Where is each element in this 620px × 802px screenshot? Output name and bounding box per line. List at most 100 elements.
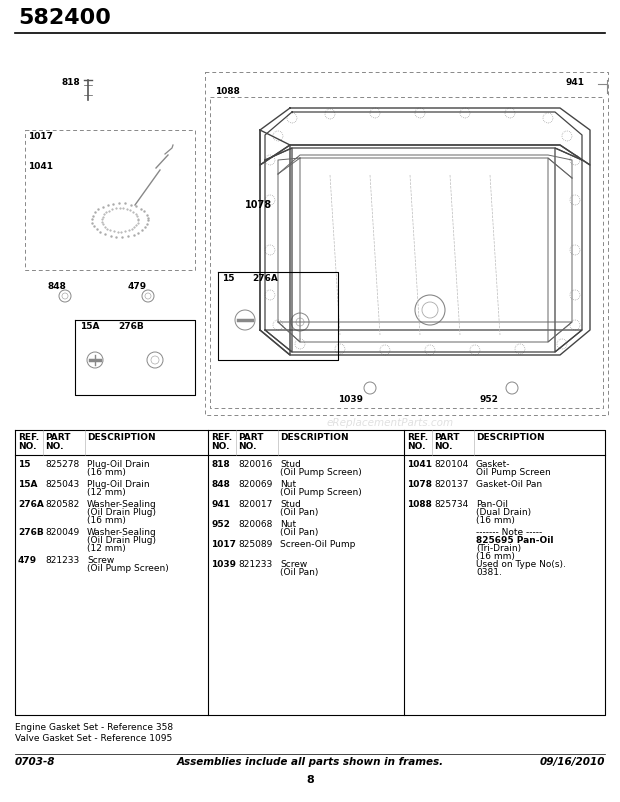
Text: 818: 818 (211, 460, 230, 469)
Text: 1039: 1039 (338, 395, 363, 404)
Text: 848: 848 (48, 282, 67, 291)
Text: DESCRIPTION: DESCRIPTION (87, 433, 156, 442)
Text: 941: 941 (211, 500, 230, 509)
Text: PART: PART (238, 433, 264, 442)
Text: 1017: 1017 (211, 540, 236, 549)
Text: (16 mm): (16 mm) (476, 516, 515, 525)
Text: 276B: 276B (18, 528, 44, 537)
Text: 1078: 1078 (407, 480, 432, 489)
Text: (Oil Pan): (Oil Pan) (280, 508, 319, 517)
Text: 820104: 820104 (434, 460, 468, 469)
Text: 821233: 821233 (238, 560, 272, 569)
Text: 15: 15 (18, 460, 30, 469)
Text: eReplacementParts.com: eReplacementParts.com (327, 418, 454, 428)
Text: REF.: REF. (211, 433, 232, 442)
Text: 582400: 582400 (18, 8, 111, 28)
Text: Gasket-: Gasket- (476, 460, 510, 469)
Text: (Oil Pump Screen): (Oil Pump Screen) (280, 488, 361, 497)
Text: 825043: 825043 (45, 480, 79, 489)
Text: 1088: 1088 (407, 500, 432, 509)
Text: NO.: NO. (434, 442, 453, 451)
Text: (16 mm): (16 mm) (87, 516, 126, 525)
Text: Oil Pump Screen: Oil Pump Screen (476, 468, 551, 477)
Text: 825278: 825278 (45, 460, 79, 469)
Text: REF.: REF. (407, 433, 428, 442)
Text: DESCRIPTION: DESCRIPTION (280, 433, 348, 442)
Text: (12 mm): (12 mm) (87, 544, 126, 553)
Text: 15A: 15A (80, 322, 99, 331)
Text: 941: 941 (566, 78, 585, 87)
Text: 479: 479 (18, 556, 37, 565)
Text: 0381.: 0381. (476, 568, 502, 577)
Text: 15A: 15A (18, 480, 37, 489)
Text: 820016: 820016 (238, 460, 272, 469)
Text: NO.: NO. (238, 442, 257, 451)
Text: PART: PART (45, 433, 71, 442)
Text: 1078: 1078 (245, 200, 272, 210)
Text: Assemblies include all parts shown in frames.: Assemblies include all parts shown in fr… (177, 757, 443, 767)
Text: PART: PART (434, 433, 459, 442)
Text: Gasket-Oil Pan: Gasket-Oil Pan (476, 480, 542, 489)
Text: ------- Note -----: ------- Note ----- (476, 528, 542, 537)
Text: 825695 Pan-Oil: 825695 Pan-Oil (476, 536, 554, 545)
Text: 276A: 276A (18, 500, 44, 509)
Text: 820582: 820582 (45, 500, 79, 509)
Text: (12 mm): (12 mm) (87, 488, 126, 497)
Text: NO.: NO. (18, 442, 37, 451)
Text: 820137: 820137 (434, 480, 468, 489)
Text: NO.: NO. (407, 442, 425, 451)
Text: REF.: REF. (18, 433, 39, 442)
Text: 0703-8: 0703-8 (15, 757, 56, 767)
Text: Plug-Oil Drain: Plug-Oil Drain (87, 480, 149, 489)
Text: Nut: Nut (280, 480, 296, 489)
Text: 15: 15 (222, 274, 234, 283)
Text: (Tri-Drain): (Tri-Drain) (476, 544, 521, 553)
Text: 1041: 1041 (28, 162, 53, 171)
Text: (Oil Drain Plug): (Oil Drain Plug) (87, 536, 156, 545)
Text: 09/16/2010: 09/16/2010 (539, 757, 605, 767)
Text: Washer-Sealing: Washer-Sealing (87, 528, 157, 537)
Text: 820017: 820017 (238, 500, 272, 509)
Text: 820049: 820049 (45, 528, 79, 537)
Text: 820069: 820069 (238, 480, 272, 489)
Text: Pan-Oil: Pan-Oil (476, 500, 508, 509)
Text: (Oil Drain Plug): (Oil Drain Plug) (87, 508, 156, 517)
Text: Used on Type No(s).: Used on Type No(s). (476, 560, 566, 569)
Text: Screw: Screw (87, 556, 114, 565)
Text: 479: 479 (128, 282, 147, 291)
Text: Stud: Stud (280, 460, 301, 469)
Text: 818: 818 (62, 78, 81, 87)
Text: 952: 952 (480, 395, 499, 404)
Text: NO.: NO. (45, 442, 63, 451)
Text: 825089: 825089 (238, 540, 272, 549)
Text: 1017: 1017 (28, 132, 53, 141)
Text: 848: 848 (211, 480, 230, 489)
Text: (16 mm): (16 mm) (476, 552, 515, 561)
Text: 952: 952 (211, 520, 230, 529)
Text: 825734: 825734 (434, 500, 468, 509)
Text: Screen-Oil Pump: Screen-Oil Pump (280, 540, 355, 549)
Text: 1088: 1088 (215, 87, 240, 96)
Text: (Oil Pan): (Oil Pan) (280, 568, 319, 577)
Text: 821233: 821233 (45, 556, 79, 565)
Text: Nut: Nut (280, 520, 296, 529)
Text: 276B: 276B (118, 322, 144, 331)
Text: (Oil Pan): (Oil Pan) (280, 528, 319, 537)
Text: 1041: 1041 (407, 460, 432, 469)
Text: Valve Gasket Set - Reference 1095: Valve Gasket Set - Reference 1095 (15, 734, 172, 743)
Text: NO.: NO. (211, 442, 229, 451)
Text: (Dual Drain): (Dual Drain) (476, 508, 531, 517)
Text: (Oil Pump Screen): (Oil Pump Screen) (280, 468, 361, 477)
Text: Plug-Oil Drain: Plug-Oil Drain (87, 460, 149, 469)
Text: (Oil Pump Screen): (Oil Pump Screen) (87, 564, 169, 573)
Text: 820068: 820068 (238, 520, 272, 529)
Text: 276A: 276A (252, 274, 278, 283)
Text: Washer-Sealing: Washer-Sealing (87, 500, 157, 509)
Text: 1039: 1039 (211, 560, 236, 569)
Text: Stud: Stud (280, 500, 301, 509)
Text: (16 mm): (16 mm) (87, 468, 126, 477)
Text: DESCRIPTION: DESCRIPTION (476, 433, 544, 442)
Text: Engine Gasket Set - Reference 358: Engine Gasket Set - Reference 358 (15, 723, 173, 732)
Text: 8: 8 (306, 775, 314, 785)
Text: Screw: Screw (280, 560, 308, 569)
